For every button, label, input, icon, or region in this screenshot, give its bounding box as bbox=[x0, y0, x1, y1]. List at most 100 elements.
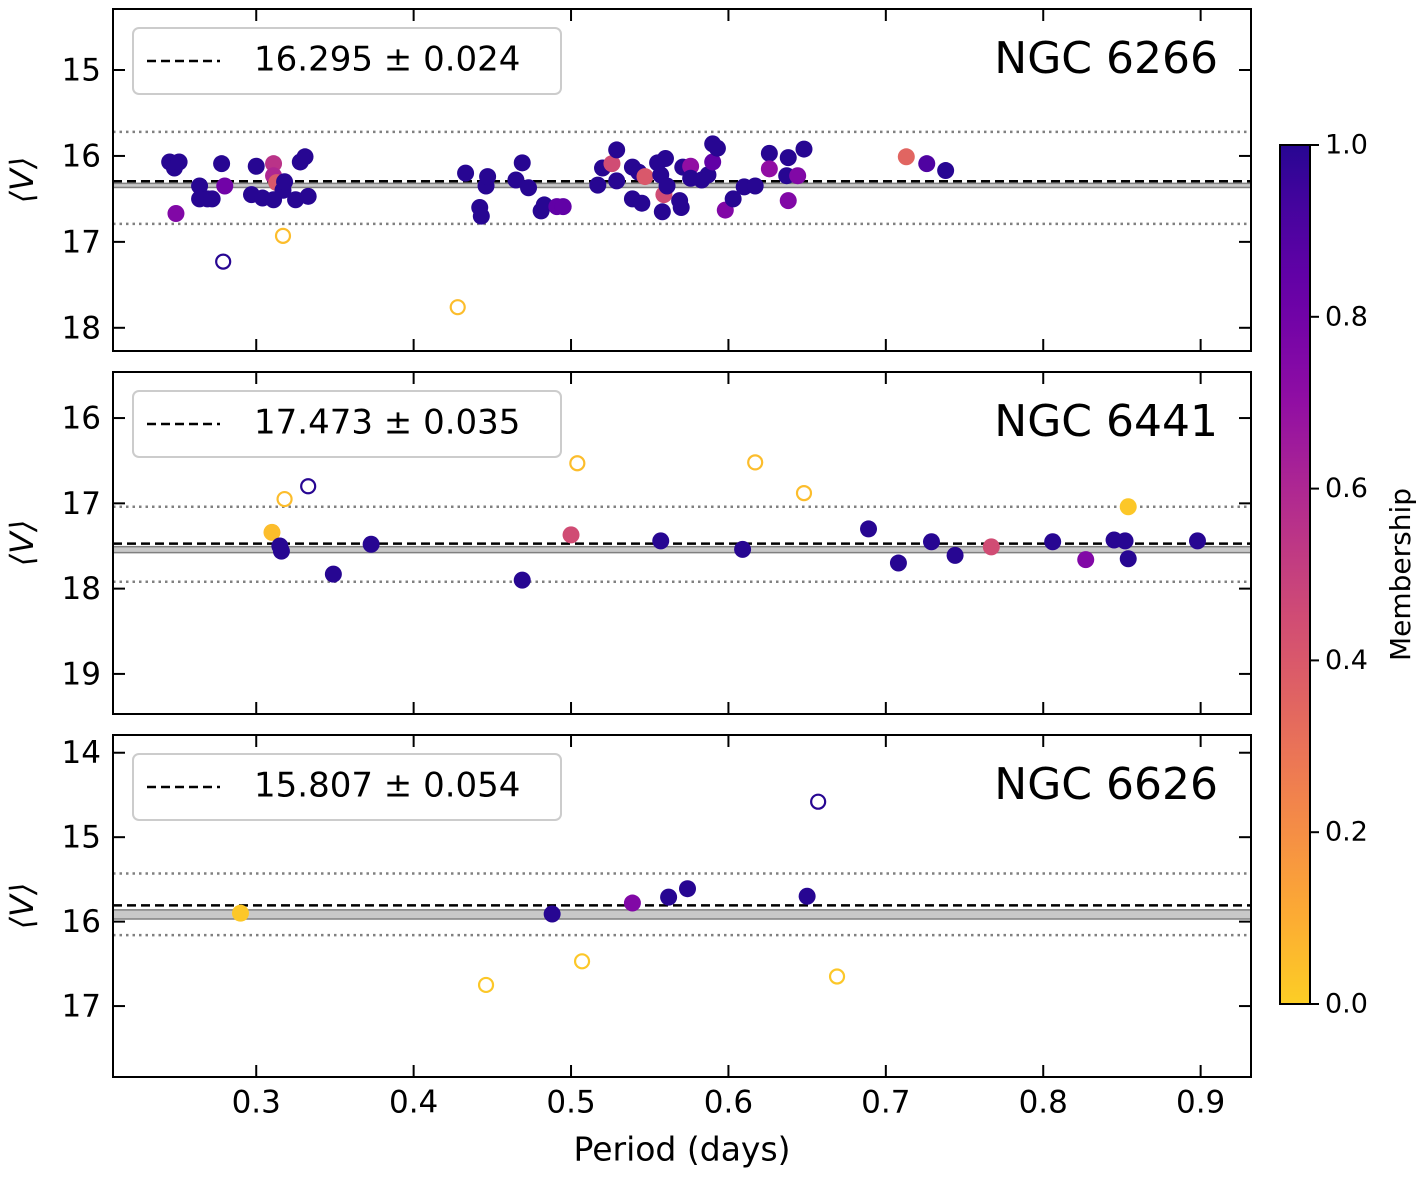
colorbar-tick-label: 0.8 bbox=[1325, 301, 1368, 332]
star-point bbox=[213, 155, 231, 173]
star-point bbox=[734, 540, 752, 558]
star-point bbox=[513, 154, 531, 172]
star-point bbox=[276, 173, 294, 191]
star-point bbox=[216, 177, 234, 195]
colorbar-tick-label: 0.6 bbox=[1325, 473, 1368, 504]
star-point bbox=[472, 207, 490, 225]
axes-frame bbox=[112, 371, 1252, 715]
star-point-open bbox=[449, 299, 466, 316]
legend-box bbox=[132, 753, 562, 821]
error-band bbox=[113, 909, 1251, 920]
star-point-open bbox=[215, 253, 232, 270]
star-point bbox=[191, 177, 209, 195]
x-tick-label: 0.6 bbox=[704, 1085, 753, 1121]
y-axis-label: ⟨V⟩ bbox=[3, 883, 41, 930]
y-tick-label: 16 bbox=[62, 138, 101, 174]
star-point bbox=[795, 140, 813, 158]
colorbar-tick-label: 0.2 bbox=[1325, 817, 1368, 848]
star-point bbox=[507, 171, 525, 189]
star-point bbox=[299, 187, 317, 205]
star-point bbox=[982, 538, 1000, 556]
star-point bbox=[543, 905, 561, 923]
plot-area bbox=[113, 454, 1251, 589]
star-point bbox=[656, 150, 674, 168]
star-point-open bbox=[828, 968, 846, 985]
axes-frame bbox=[112, 8, 1252, 352]
x-tick-label: 0.4 bbox=[389, 1085, 438, 1121]
star-point bbox=[779, 149, 797, 167]
star-point bbox=[760, 144, 778, 162]
star-point bbox=[937, 162, 955, 180]
star-point bbox=[608, 141, 626, 159]
star-point bbox=[272, 542, 290, 560]
star-point bbox=[170, 153, 188, 171]
colorbar-label: Membership bbox=[1384, 488, 1417, 661]
panel-title: NGC 6626 bbox=[994, 759, 1218, 810]
y-tick-label: 16 bbox=[62, 401, 101, 437]
axes-frame bbox=[112, 734, 1252, 1078]
star-point bbox=[1077, 551, 1095, 569]
star-point bbox=[520, 179, 538, 197]
y-axis-label: ⟨V⟩ bbox=[3, 157, 41, 204]
star-point bbox=[623, 894, 641, 912]
star-point bbox=[296, 148, 314, 166]
y-tick-label: 17 bbox=[62, 989, 101, 1025]
star-point bbox=[889, 554, 907, 572]
star-point bbox=[672, 198, 690, 216]
star-point bbox=[633, 194, 651, 212]
legend-label: 17.473 ± 0.035 bbox=[254, 403, 520, 443]
y-tick-label: 18 bbox=[62, 571, 101, 607]
legend-box bbox=[132, 27, 562, 95]
star-point bbox=[946, 546, 964, 564]
star-point bbox=[704, 153, 722, 171]
star-point bbox=[1044, 533, 1062, 551]
star-point-open bbox=[274, 227, 292, 244]
star-point bbox=[918, 155, 936, 173]
star-point bbox=[779, 192, 797, 210]
star-point bbox=[1119, 550, 1137, 568]
star-point bbox=[203, 190, 221, 208]
star-point bbox=[324, 565, 342, 583]
star-point bbox=[608, 172, 626, 190]
y-tick-label: 15 bbox=[62, 820, 101, 856]
star-point bbox=[362, 535, 380, 553]
star-point bbox=[562, 526, 580, 544]
star-point bbox=[679, 880, 697, 898]
star-point bbox=[589, 176, 607, 194]
star-point bbox=[789, 167, 807, 185]
star-point bbox=[457, 164, 475, 182]
star-point bbox=[922, 533, 940, 551]
colorbar-tick-label: 1.0 bbox=[1325, 130, 1368, 161]
panel-title: NGC 6266 bbox=[994, 33, 1218, 84]
colorbar-tick-label: 0.0 bbox=[1325, 989, 1368, 1020]
star-point bbox=[513, 571, 531, 589]
y-tick-label: 14 bbox=[62, 735, 101, 771]
x-tick-label: 0.3 bbox=[232, 1085, 281, 1121]
y-tick-label: 19 bbox=[62, 656, 101, 692]
star-point bbox=[265, 155, 283, 173]
y-tick-label: 17 bbox=[62, 224, 101, 260]
x-tick-label: 0.8 bbox=[1019, 1085, 1068, 1121]
star-point bbox=[652, 532, 670, 550]
star-point-open bbox=[573, 953, 591, 970]
colorbar bbox=[1279, 144, 1311, 1005]
y-tick-label: 17 bbox=[62, 486, 101, 522]
y-tick-label: 18 bbox=[62, 310, 101, 346]
star-point bbox=[231, 904, 249, 922]
star-point bbox=[658, 177, 676, 195]
star-point bbox=[1116, 532, 1134, 550]
x-axis-label: Period (days) bbox=[573, 1130, 790, 1169]
star-point bbox=[798, 887, 816, 905]
star-point bbox=[653, 203, 671, 221]
star-point-open bbox=[810, 793, 827, 810]
star-point bbox=[636, 168, 654, 186]
star-point bbox=[897, 148, 915, 166]
star-point-open bbox=[300, 478, 317, 495]
y-tick-label: 15 bbox=[62, 53, 101, 89]
star-point bbox=[708, 139, 726, 157]
y-tick-label: 16 bbox=[62, 904, 101, 940]
star-point bbox=[554, 198, 572, 216]
x-tick-label: 0.5 bbox=[546, 1085, 595, 1121]
plot-area bbox=[113, 793, 1251, 994]
